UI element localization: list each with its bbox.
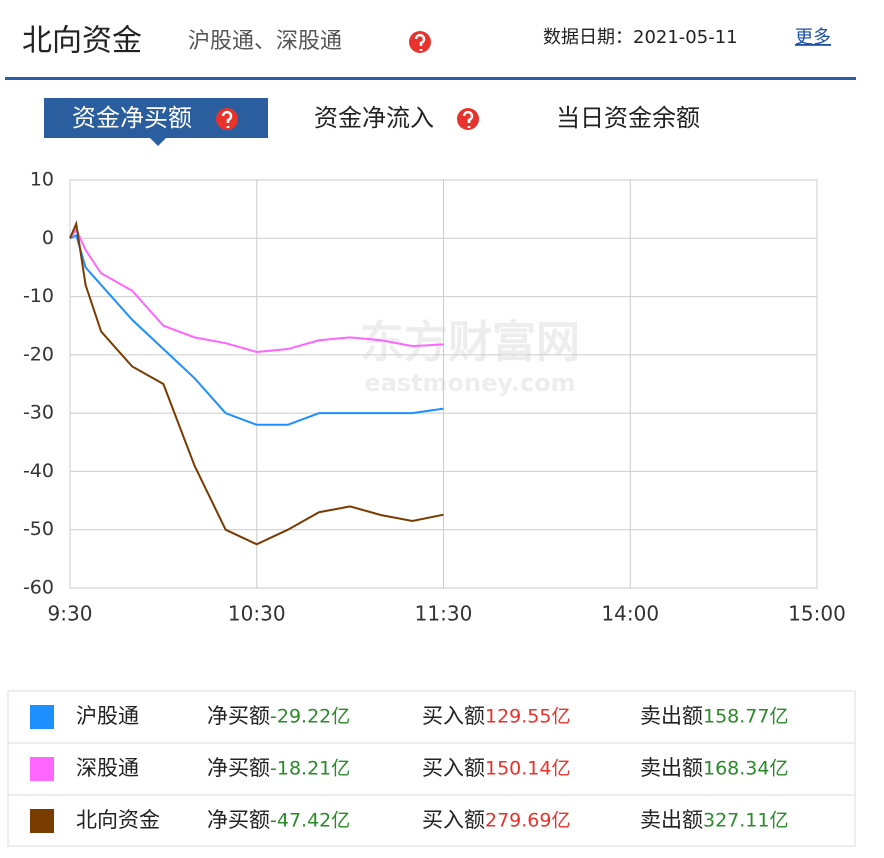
y-tick-label: -50 [23,518,54,540]
stat-value: -47.42亿 [270,810,350,832]
stat-label: 买入额 [422,756,485,780]
series-line [69,233,444,426]
stat-label: 卖出额 [640,704,703,728]
stat-value: 158.77亿 [703,706,788,728]
stat-label: 买入额 [422,808,485,832]
y-tick-label: -40 [23,460,54,482]
y-tick-label: -20 [23,343,54,365]
x-tick-label: 15:00 [788,602,846,626]
stat-label: 净买额 [207,756,270,780]
header-rule [5,77,856,80]
tab[interactable]: 资金净流入 [314,104,434,132]
y-tick-label: -60 [23,577,54,599]
help-icon[interactable] [216,108,238,130]
stat-value: -18.21亿 [270,758,350,780]
legend-name: 深股通 [76,756,139,780]
page-title: 北向资金 [22,24,142,59]
legend-name: 沪股通 [76,704,139,728]
y-tick-label: 10 [30,169,54,191]
more-link[interactable]: 更多 [795,27,831,48]
page-subtitle: 沪股通、深股通 [188,29,342,54]
y-tick-label: -30 [23,402,54,424]
legend-table [7,690,856,847]
stat-value: 327.11亿 [703,810,788,832]
x-tick-label: 11:30 [415,602,473,626]
legend-swatch [30,705,54,729]
stat-label: 买入额 [422,704,485,728]
tab[interactable]: 当日资金余额 [556,104,700,132]
stat-label: 净买额 [207,704,270,728]
help-icon[interactable] [409,31,431,53]
tab-pointer [150,138,166,146]
stat-label: 净买额 [207,808,270,832]
x-tick-label: 9:30 [48,602,93,626]
stat-label: 卖出额 [640,756,703,780]
x-tick-label: 14:00 [601,602,659,626]
tab[interactable]: 资金净买额 [72,104,192,132]
legend-name: 北向资金 [76,808,160,832]
x-tick-label: 10:30 [228,602,286,626]
y-tick-label: 0 [42,227,54,249]
y-tick-label: -10 [23,285,54,307]
stat-value: 150.14亿 [485,758,570,780]
stat-label: 卖出额 [640,808,703,832]
stat-value: -29.22亿 [270,706,350,728]
legend-swatch [30,757,54,781]
series-line [69,220,444,546]
stat-value: 168.34亿 [703,758,788,780]
series-line [69,227,444,353]
help-icon[interactable] [457,108,479,130]
stat-value: 279.69亿 [485,810,570,832]
data-date: 数据日期：2021-05-11 [543,27,738,48]
watermark: eastmoney.com [364,369,575,397]
stat-value: 129.55亿 [485,706,570,728]
legend-swatch [30,809,54,833]
